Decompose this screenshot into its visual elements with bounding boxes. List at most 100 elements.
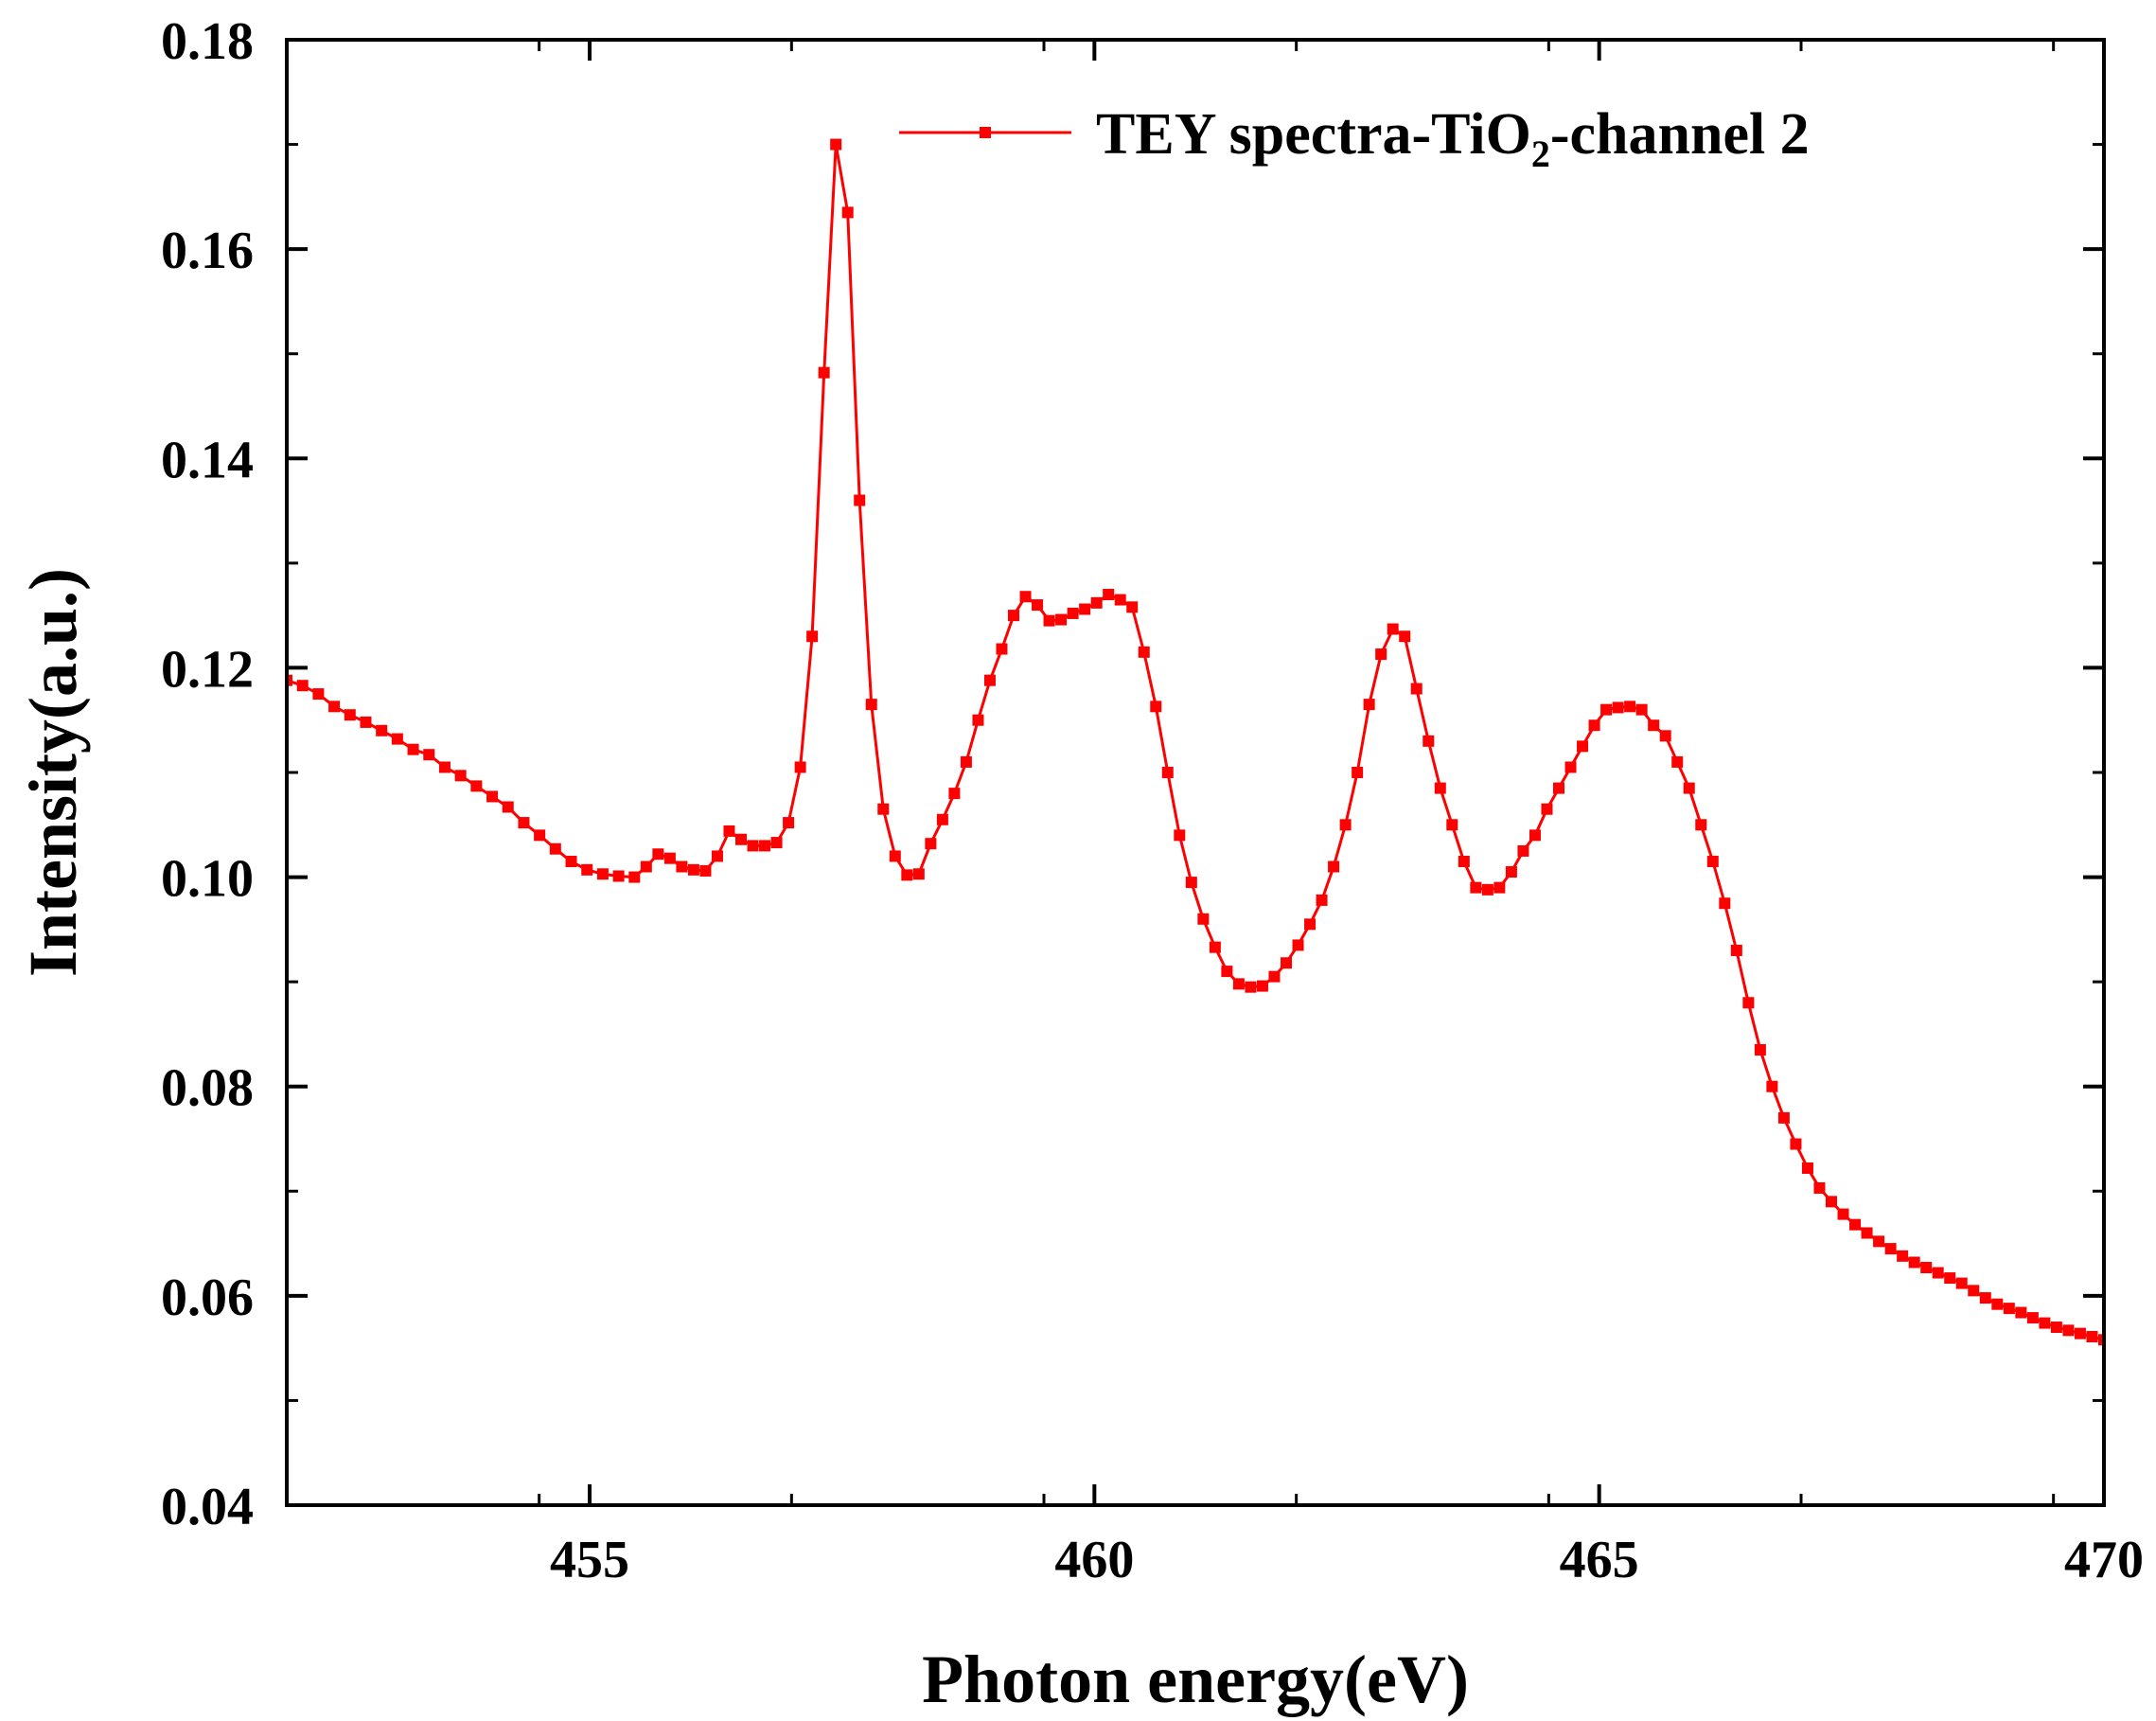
data-point xyxy=(1766,1080,1778,1092)
data-point xyxy=(1150,701,1162,713)
data-point xyxy=(1706,855,1719,867)
series-markers xyxy=(287,138,2104,1346)
data-point xyxy=(287,674,292,686)
data-point xyxy=(312,688,325,701)
y-tick-label: 0.14 xyxy=(161,431,254,489)
data-point xyxy=(747,840,759,852)
y-tick-label: 0.18 xyxy=(161,12,254,71)
x-tick-label: 470 xyxy=(2064,1531,2144,1589)
data-point xyxy=(581,863,593,876)
data-point xyxy=(1754,1044,1766,1056)
data-point xyxy=(996,643,1008,655)
y-tick-label: 0.10 xyxy=(161,850,254,909)
data-point xyxy=(1564,761,1577,773)
data-point xyxy=(1730,944,1742,956)
data-point xyxy=(612,870,625,882)
data-point xyxy=(1861,1227,1873,1239)
data-point xyxy=(1209,941,1221,953)
data-point xyxy=(1897,1250,1909,1262)
data-point xyxy=(1446,819,1458,831)
data-point xyxy=(502,801,514,813)
data-point xyxy=(1138,646,1150,658)
data-point xyxy=(1185,877,1197,889)
data-point xyxy=(1292,939,1304,951)
data-point xyxy=(889,850,901,862)
data-point xyxy=(735,833,747,845)
data-point xyxy=(1043,614,1055,627)
data-point xyxy=(296,680,309,692)
data-point xyxy=(2003,1303,2015,1315)
data-point xyxy=(1719,897,1731,910)
data-point xyxy=(565,855,577,867)
data-point xyxy=(2098,1334,2104,1346)
x-tick-label: 455 xyxy=(550,1531,629,1589)
data-point xyxy=(1600,703,1613,716)
data-point xyxy=(1103,589,1115,601)
data-point xyxy=(948,788,961,800)
data-point xyxy=(1304,918,1317,931)
data-point xyxy=(1481,883,1493,896)
data-point xyxy=(663,852,676,864)
data-point xyxy=(1777,1111,1790,1124)
data-point xyxy=(770,837,783,849)
data-point xyxy=(1458,855,1470,867)
data-point xyxy=(1932,1267,1944,1279)
data-point xyxy=(1968,1285,1980,1297)
data-point xyxy=(423,749,435,761)
y-tick-label: 0.08 xyxy=(161,1059,254,1118)
data-point xyxy=(1517,844,1529,857)
data-point xyxy=(1991,1298,2004,1310)
data-point xyxy=(1790,1138,1802,1150)
data-point xyxy=(1801,1162,1813,1174)
data-point xyxy=(376,724,388,736)
data-point xyxy=(1553,782,1564,794)
data-point xyxy=(1423,735,1435,747)
data-point xyxy=(1281,957,1292,969)
data-point xyxy=(1695,819,1707,831)
data-point xyxy=(1920,1262,1933,1274)
y-tick-label: 0.12 xyxy=(161,640,254,699)
data-point xyxy=(1493,881,1506,894)
data-point xyxy=(1221,966,1233,978)
y-axis-ticks: 0.04 0.06 0.08 0.10 0.12 0.14 0.16 0.18 xyxy=(161,12,2104,1536)
data-point xyxy=(549,843,561,855)
data-point xyxy=(1659,730,1671,742)
data-point xyxy=(794,761,806,773)
data-point xyxy=(1434,782,1446,794)
data-point xyxy=(1742,997,1755,1009)
data-point xyxy=(783,817,795,829)
data-point xyxy=(438,761,451,773)
data-point xyxy=(1410,683,1423,695)
legend-label-prefix: TEY spectra-TiO xyxy=(1096,102,1531,167)
x-axis-ticks: 455 460 465 470 xyxy=(285,40,2144,1589)
data-point xyxy=(1339,819,1352,831)
data-point xyxy=(1505,866,1517,878)
data-point xyxy=(1008,610,1019,622)
data-point xyxy=(912,868,925,880)
data-point xyxy=(711,850,723,862)
data-point xyxy=(1813,1181,1826,1194)
data-point xyxy=(328,701,341,713)
data-point xyxy=(1232,978,1245,990)
data-point xyxy=(1529,829,1541,842)
data-point xyxy=(2039,1317,2051,1329)
data-point xyxy=(830,138,842,151)
data-point xyxy=(1470,881,1482,894)
data-point xyxy=(391,733,403,745)
data-point xyxy=(1067,607,1079,619)
data-point xyxy=(454,770,467,782)
legend-label-suffix: -channel 2 xyxy=(1550,102,1810,167)
plot-area xyxy=(287,138,2104,1346)
data-point xyxy=(2086,1330,2098,1342)
data-point xyxy=(1019,591,1032,603)
data-point xyxy=(818,366,830,379)
data-point xyxy=(723,825,735,837)
data-point xyxy=(407,743,419,755)
data-point xyxy=(1671,755,1684,768)
data-point xyxy=(1328,860,1340,873)
data-point xyxy=(1612,701,1624,714)
data-point xyxy=(652,848,664,860)
data-point xyxy=(1908,1256,1920,1269)
data-point xyxy=(1884,1243,1897,1255)
